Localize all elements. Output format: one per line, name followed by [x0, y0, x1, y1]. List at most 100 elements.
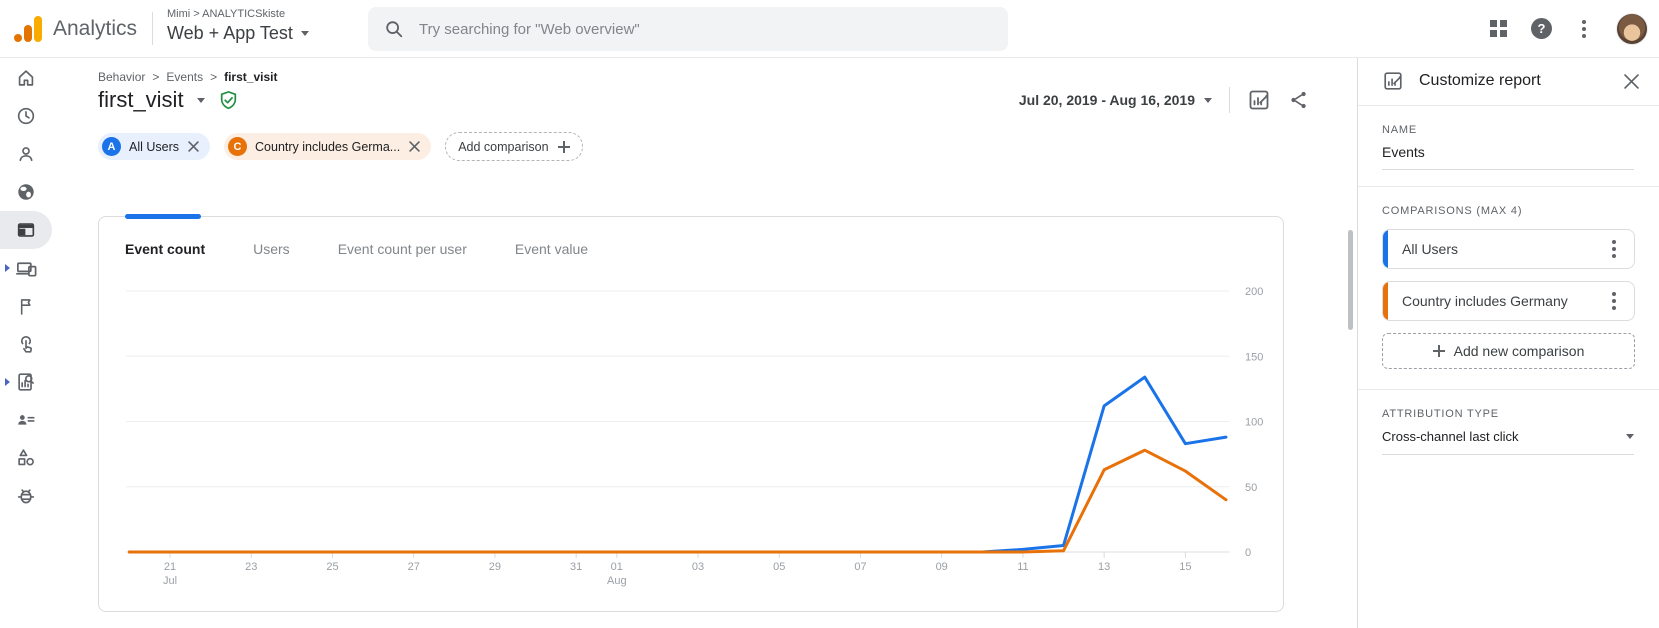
nav-events[interactable]: [0, 325, 52, 363]
svg-text:31: 31: [570, 561, 582, 573]
nav-conversions[interactable]: [0, 287, 52, 325]
attribution-type-value: Cross-channel last click: [1382, 429, 1519, 444]
customize-report-panel: Customize report NAME Events COMPARISONS…: [1357, 57, 1659, 628]
property-switcher[interactable]: Mimi > ANALYTICSkiste Web + App Test: [167, 8, 309, 44]
breadcrumb: Behavior > Events > first_visit: [98, 70, 277, 84]
flag-icon: [20, 298, 31, 315]
comparison-color-bar: [1383, 230, 1388, 268]
breadcrumb-events[interactable]: Events: [166, 70, 204, 84]
svg-text:Aug: Aug: [607, 575, 627, 587]
close-icon[interactable]: [188, 141, 199, 152]
more-options-icon[interactable]: [1582, 19, 1586, 38]
chevron-down-icon: [1204, 97, 1212, 103]
svg-text:13: 13: [1098, 561, 1110, 573]
attribution-type-select[interactable]: Cross-channel last click: [1382, 420, 1634, 455]
breadcrumb-separator: >: [210, 70, 218, 84]
nav-audiences[interactable]: [0, 401, 52, 439]
svg-text:05: 05: [773, 561, 785, 573]
svg-text:150: 150: [1245, 351, 1263, 363]
close-icon[interactable]: [409, 141, 420, 152]
tab-event-value[interactable]: Event value: [514, 241, 589, 257]
page-title: first_visit: [98, 87, 184, 112]
clock-icon: [17, 107, 35, 125]
comparison-chip-all-users[interactable]: A All Users: [98, 133, 211, 160]
tap-icon: [21, 336, 33, 353]
breadcrumb-current: first_visit: [224, 70, 278, 84]
shield-check-icon[interactable]: [218, 90, 239, 111]
breadcrumb-behavior[interactable]: Behavior: [98, 70, 146, 84]
expand-arrow-icon[interactable]: [5, 378, 10, 386]
chip-label: All Users: [129, 139, 180, 154]
main-content: Behavior > Events > first_visit first_vi…: [57, 57, 1357, 628]
chip-label: Country includes Germa...: [255, 139, 401, 154]
devices-icon: [15, 261, 36, 277]
comparison-color-bar: [1383, 282, 1388, 320]
share-icon[interactable]: [1288, 89, 1310, 111]
svg-text:100: 100: [1245, 417, 1263, 429]
comparison-card-all-users[interactable]: All Users: [1382, 229, 1635, 269]
audiences-icon: [18, 415, 35, 425]
comparison-card-country[interactable]: Country includes Germany: [1382, 281, 1635, 321]
svg-text:25: 25: [326, 561, 338, 573]
svg-text:09: 09: [936, 561, 948, 573]
brand[interactable]: Analytics: [14, 0, 137, 57]
bug-icon: [17, 489, 35, 504]
kebab-icon[interactable]: [1612, 292, 1616, 310]
top-bar: Analytics Mimi > ANALYTICSkiste Web + Ap…: [0, 0, 1659, 58]
apps-grid-icon[interactable]: [1490, 20, 1507, 37]
analysis-icon: [18, 373, 34, 391]
nav-tech[interactable]: [0, 249, 52, 287]
svg-text:200: 200: [1245, 286, 1263, 298]
nav-configure[interactable]: [0, 439, 52, 477]
reports-icon: [17, 223, 35, 237]
nav-web[interactable]: [0, 173, 52, 211]
nav-analysis[interactable]: [0, 363, 52, 401]
divider: [1358, 186, 1659, 187]
toolbar-divider: [1229, 87, 1230, 113]
brand-name: Analytics: [53, 16, 138, 40]
title-dropdown-icon[interactable]: [196, 97, 205, 103]
comparison-label: All Users: [1402, 241, 1459, 257]
date-range-picker[interactable]: Jul 20, 2019 - Aug 16, 2019: [1019, 92, 1212, 108]
tab-event-count-per-user[interactable]: Event count per user: [337, 241, 467, 257]
add-new-comparison-button[interactable]: Add new comparison: [1382, 333, 1635, 369]
search-bar[interactable]: [368, 7, 1008, 51]
svg-text:11: 11: [1017, 561, 1028, 573]
close-icon[interactable]: [1624, 73, 1639, 89]
nav-home[interactable]: [0, 59, 52, 97]
avatar[interactable]: [1616, 12, 1648, 45]
account-path: Mimi > ANALYTICSkiste: [167, 8, 286, 20]
report-card: Event count Users Event count per user E…: [98, 214, 1284, 612]
expand-arrow-icon[interactable]: [5, 264, 10, 272]
name-field[interactable]: Events: [1382, 136, 1634, 170]
help-icon[interactable]: ?: [1531, 18, 1552, 39]
svg-text:01: 01: [611, 561, 623, 573]
svg-text:03: 03: [692, 561, 704, 573]
search-icon: [386, 21, 403, 38]
svg-text:07: 07: [854, 561, 866, 573]
customize-report-icon[interactable]: [1247, 88, 1271, 112]
nav-users[interactable]: [0, 135, 52, 173]
nav-reports-selected[interactable]: [0, 211, 52, 249]
nav-debugview[interactable]: [0, 477, 52, 515]
tab-users[interactable]: Users: [253, 241, 290, 257]
tab-event-count[interactable]: Event count: [125, 241, 206, 257]
divider: [1358, 389, 1659, 390]
comparison-chip-country[interactable]: C Country includes Germa...: [224, 133, 432, 160]
plus-icon: [557, 140, 570, 153]
left-nav: [0, 57, 57, 628]
add-comparison-button[interactable]: Add comparison: [445, 132, 583, 161]
attribution-type-label: ATTRIBUTION TYPE: [1382, 408, 1499, 420]
globe-icon: [18, 184, 34, 200]
breadcrumb-separator: >: [152, 70, 160, 84]
selected-tab-indicator: [125, 214, 201, 219]
topbar-divider: [152, 12, 153, 45]
home-icon: [18, 70, 34, 86]
comparison-label: Country includes Germany: [1402, 293, 1568, 309]
analytics-logo-icon: [14, 15, 44, 42]
search-input[interactable]: [417, 19, 992, 39]
nav-realtime[interactable]: [0, 97, 52, 135]
customize-report-icon: [1384, 72, 1402, 90]
kebab-icon[interactable]: [1612, 240, 1616, 258]
scrollbar-thumb[interactable]: [1348, 230, 1353, 330]
